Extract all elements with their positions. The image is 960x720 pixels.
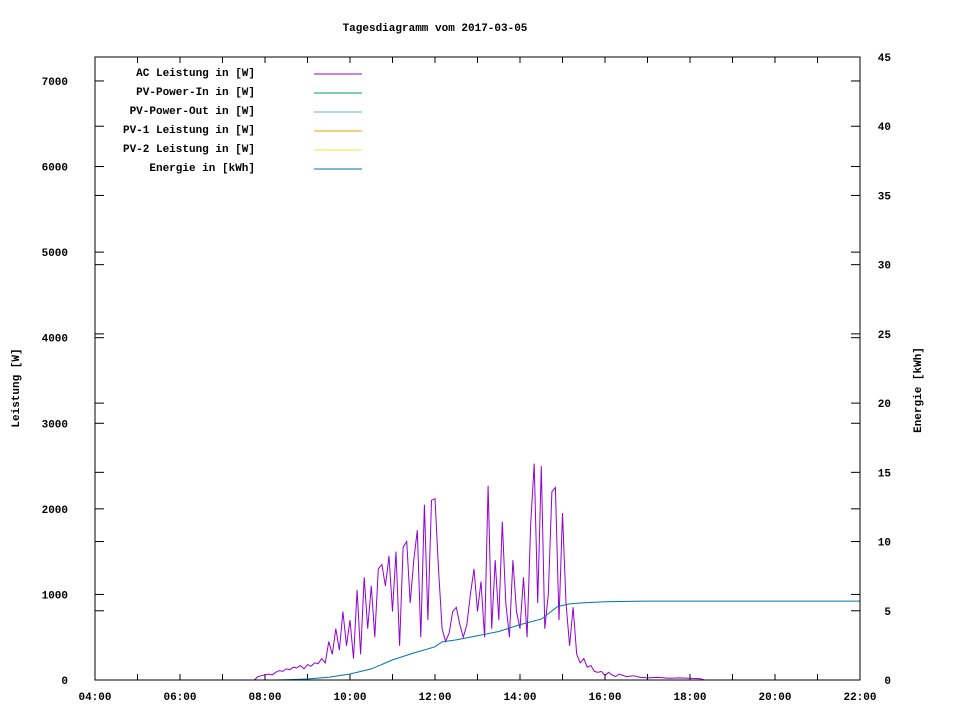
y-tick-label: 0 — [61, 676, 68, 688]
x-tick-label: 04:00 — [78, 692, 111, 704]
x-tick-label: 12:00 — [418, 692, 451, 704]
legend-label: PV-Power-In in [W] — [136, 87, 255, 99]
legend-label: Energie in [kWh] — [149, 163, 255, 175]
y2-tick-label: 45 — [878, 53, 892, 65]
y2-tick-label: 0 — [884, 676, 891, 688]
axes: 04:00 06:00 08:00 10:00 12:00 14:00 16:00 18:00… — [42, 53, 892, 704]
x-tick-label: 14:00 — [503, 692, 536, 704]
y2-tick-label: 30 — [878, 261, 891, 273]
y2-tick-label: 25 — [878, 330, 892, 342]
y-axis-label: Leistung [W] — [11, 348, 23, 427]
y-tick-label: 7000 — [42, 77, 68, 89]
y-tick-label: 1000 — [42, 590, 68, 602]
y2-tick-label: 5 — [884, 607, 891, 619]
y-tick-label: 6000 — [42, 163, 68, 175]
y2-tick-label: 35 — [878, 191, 892, 203]
x-tick-label: 22:00 — [843, 692, 876, 704]
y-tick-label: 5000 — [42, 248, 68, 260]
y2-tick-label: 15 — [878, 468, 892, 480]
plot-area — [254, 463, 860, 681]
series-line-5 — [275, 600, 860, 681]
chart-title: Tagesdiagramm vom 2017-03-05 — [343, 23, 528, 35]
legend: AC Leistung in [W] PV-Power-In in [W] PV-P… — [123, 68, 362, 175]
legend-label: PV-2 Leistung in [W] — [123, 144, 255, 156]
series-line-0 — [254, 463, 705, 681]
y-tick-label: 2000 — [42, 505, 68, 517]
legend-label: AC Leistung in [W] — [136, 68, 255, 80]
plot-frame — [94, 56, 861, 681]
x-tick-label: 20:00 — [758, 692, 791, 704]
x-tick-label: 08:00 — [248, 692, 281, 704]
y-tick-label: 4000 — [42, 334, 68, 346]
x-tick-label: 16:00 — [588, 692, 621, 704]
y2-tick-label: 20 — [878, 399, 891, 411]
x-tick-label: 06:00 — [163, 692, 196, 704]
legend-label: PV-1 Leistung in [W] — [123, 125, 255, 137]
y2-tick-label: 40 — [878, 122, 891, 134]
x-tick-label: 18:00 — [673, 692, 706, 704]
legend-label: PV-Power-Out in [W] — [130, 106, 255, 118]
y2-axis-label: Energie [kWh] — [913, 347, 925, 433]
y-tick-label: 3000 — [42, 419, 68, 431]
x-tick-label: 10:00 — [333, 692, 366, 704]
y2-tick-label: 10 — [878, 538, 891, 550]
